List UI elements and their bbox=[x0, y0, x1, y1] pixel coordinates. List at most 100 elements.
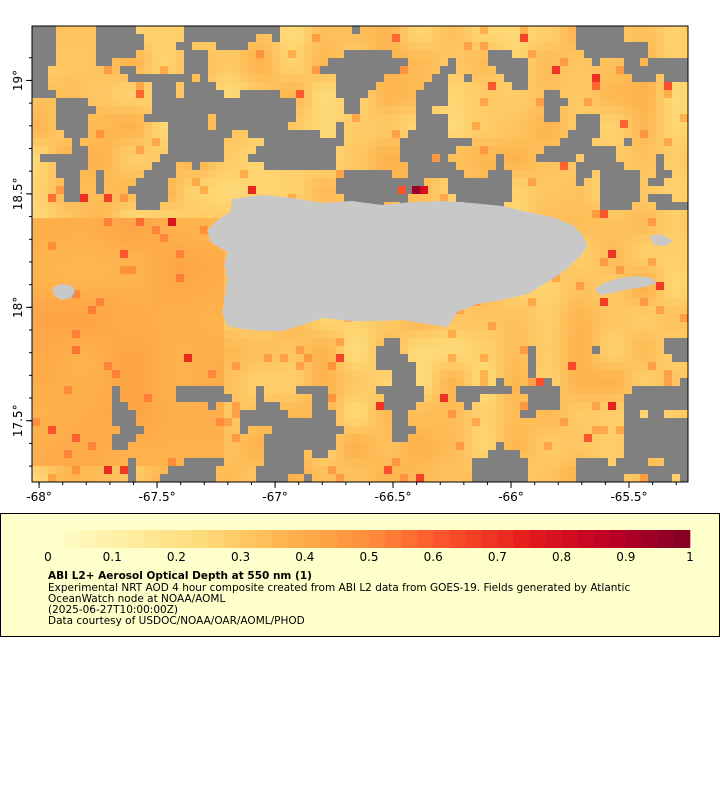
aod-cell bbox=[552, 354, 561, 363]
aod-cell bbox=[120, 330, 129, 339]
no-data-cell bbox=[112, 386, 121, 395]
aod-cell bbox=[136, 322, 145, 331]
no-data-cell bbox=[584, 162, 593, 171]
no-data-cell bbox=[272, 98, 281, 107]
no-data-cell bbox=[192, 394, 201, 403]
aod-cell bbox=[432, 26, 441, 35]
no-data-cell bbox=[608, 186, 617, 195]
no-data-cell bbox=[384, 394, 393, 403]
no-data-cell bbox=[600, 194, 609, 203]
aod-cell bbox=[240, 402, 249, 411]
aod-cell bbox=[112, 74, 121, 83]
aod-cell bbox=[80, 298, 89, 307]
no-data-cell bbox=[664, 202, 673, 211]
aod-cell bbox=[80, 26, 89, 35]
aod-cell bbox=[200, 370, 209, 379]
no-data-cell bbox=[600, 162, 609, 171]
aod-cell bbox=[56, 250, 65, 259]
aod-cell bbox=[32, 330, 41, 339]
aod-cell bbox=[472, 162, 481, 171]
aod-cell bbox=[256, 354, 265, 363]
aod-cell bbox=[40, 266, 49, 275]
aod-cell bbox=[536, 442, 545, 451]
aod-cell bbox=[608, 402, 617, 411]
aod-cell bbox=[200, 418, 209, 427]
no-data-cell bbox=[624, 442, 633, 451]
no-data-cell bbox=[224, 106, 233, 115]
no-data-cell bbox=[632, 170, 641, 179]
aod-cell bbox=[672, 266, 681, 275]
no-data-cell bbox=[168, 106, 177, 115]
aod-cell bbox=[600, 138, 609, 147]
aod-cell bbox=[248, 450, 257, 459]
no-data-cell bbox=[592, 458, 601, 467]
no-data-cell bbox=[584, 170, 593, 179]
aod-cell bbox=[648, 50, 657, 59]
aod-cell bbox=[360, 426, 369, 435]
aod-cell bbox=[136, 218, 145, 227]
aod-cell bbox=[152, 370, 161, 379]
aod-cell bbox=[640, 130, 649, 139]
aod-cell bbox=[40, 226, 49, 235]
aod-cell bbox=[544, 290, 553, 299]
aod-cell bbox=[472, 42, 481, 51]
aod-cell bbox=[120, 82, 129, 91]
no-data-cell bbox=[640, 426, 649, 435]
aod-cell bbox=[464, 426, 473, 435]
no-data-cell bbox=[400, 394, 409, 403]
aod-cell bbox=[112, 186, 121, 195]
aod-cell bbox=[144, 58, 153, 67]
aod-cell bbox=[592, 330, 601, 339]
aod-cell bbox=[224, 474, 233, 482]
no-data-cell bbox=[576, 178, 585, 187]
no-data-cell bbox=[664, 194, 673, 203]
no-data-cell bbox=[200, 474, 209, 482]
aod-cell bbox=[328, 330, 337, 339]
aod-cell bbox=[360, 346, 369, 355]
aod-cell bbox=[80, 314, 89, 323]
aod-cell bbox=[552, 202, 561, 211]
aod-cell bbox=[352, 378, 361, 387]
no-data-cell bbox=[384, 338, 393, 347]
no-data-cell bbox=[344, 82, 353, 91]
no-data-cell bbox=[584, 42, 593, 51]
aod-cell bbox=[352, 322, 361, 331]
aod-cell bbox=[232, 362, 241, 371]
aod-cell bbox=[144, 298, 153, 307]
aod-cell bbox=[264, 58, 273, 67]
aod-cell bbox=[384, 42, 393, 51]
aod-cell bbox=[448, 394, 457, 403]
aod-cell bbox=[248, 138, 257, 147]
aod-cell bbox=[376, 138, 385, 147]
aod-cell bbox=[496, 314, 505, 323]
aod-cell bbox=[512, 298, 521, 307]
aod-cell bbox=[536, 202, 545, 211]
no-data-cell bbox=[240, 418, 249, 427]
aod-cell bbox=[256, 442, 265, 451]
aod-cell bbox=[376, 426, 385, 435]
aod-cell bbox=[96, 466, 105, 475]
aod-cell bbox=[64, 322, 73, 331]
aod-cell bbox=[664, 98, 673, 107]
no-data-cell bbox=[592, 146, 601, 155]
no-data-cell bbox=[432, 162, 441, 171]
aod-cell bbox=[272, 186, 281, 195]
culebra-island bbox=[648, 234, 672, 246]
aod-cell bbox=[496, 98, 505, 107]
aod-cell bbox=[352, 466, 361, 475]
aod-cell bbox=[144, 26, 153, 35]
no-data-cell bbox=[240, 410, 249, 419]
aod-cell bbox=[80, 250, 89, 259]
no-data-cell bbox=[368, 178, 377, 187]
no-data-cell bbox=[376, 74, 385, 83]
aod-cell bbox=[384, 90, 393, 99]
aod-cell bbox=[536, 146, 545, 155]
no-data-cell bbox=[168, 74, 177, 83]
aod-cell bbox=[296, 58, 305, 67]
aod-cell bbox=[472, 154, 481, 163]
aod-cell bbox=[552, 306, 561, 315]
aod-cell bbox=[48, 298, 57, 307]
aod-cell bbox=[72, 410, 81, 419]
aod-cell bbox=[568, 338, 577, 347]
no-data-cell bbox=[216, 34, 225, 43]
